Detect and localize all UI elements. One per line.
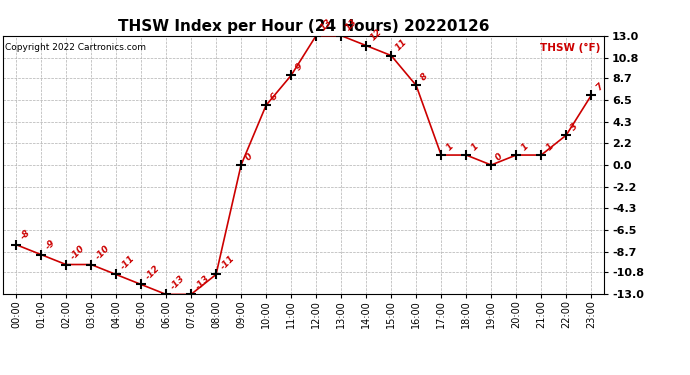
Text: 0: 0 [494,151,505,162]
Text: -12: -12 [144,264,162,281]
Text: 1: 1 [469,141,480,152]
Text: -9: -9 [44,238,57,252]
Text: -13: -13 [194,273,212,291]
Text: 0: 0 [244,151,255,162]
Text: -10: -10 [94,244,112,261]
Text: -11: -11 [119,254,137,272]
Text: 1: 1 [519,141,530,152]
Text: 6: 6 [269,92,280,102]
Text: 1: 1 [544,141,555,152]
Text: 7: 7 [594,82,605,92]
Text: 1: 1 [444,141,455,152]
Text: -11: -11 [219,254,237,272]
Text: 9: 9 [294,62,305,72]
Text: Copyright 2022 Cartronics.com: Copyright 2022 Cartronics.com [5,44,146,52]
Text: 13: 13 [344,17,359,33]
Text: -10: -10 [69,244,87,261]
Text: 8: 8 [419,72,430,82]
Text: 12: 12 [369,27,384,43]
Title: THSW Index per Hour (24 Hours) 20220126: THSW Index per Hour (24 Hours) 20220126 [118,20,489,34]
Text: 13: 13 [319,17,335,33]
Text: -8: -8 [19,228,32,242]
Text: 11: 11 [394,38,409,52]
Text: THSW (°F): THSW (°F) [540,44,601,54]
Text: -13: -13 [169,273,187,291]
Text: 3: 3 [569,122,580,132]
